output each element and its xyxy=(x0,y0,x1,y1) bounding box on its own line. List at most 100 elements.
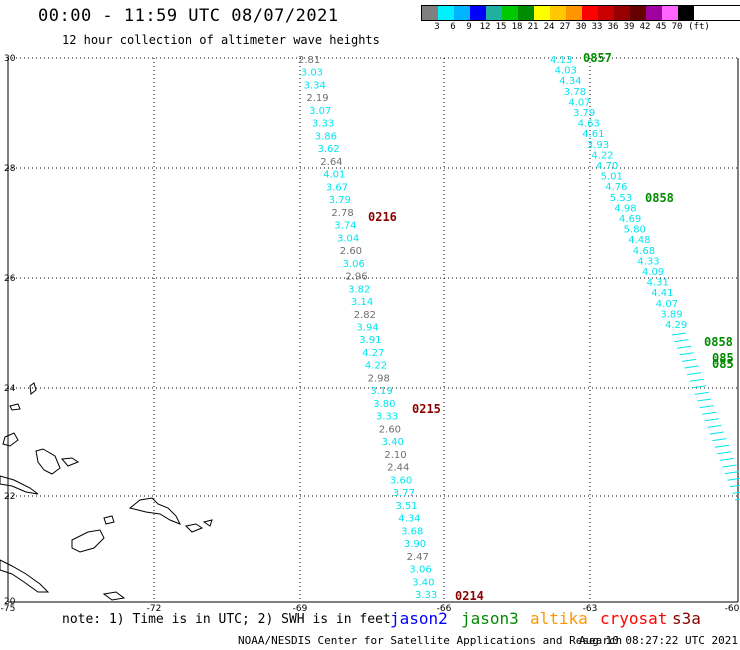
legend-swatch xyxy=(534,6,550,20)
latitude-label: 30 xyxy=(4,54,16,64)
legend-label: 30 xyxy=(575,22,587,32)
longitude-label: -63 xyxy=(583,604,598,614)
satellite-cryosat: cryosat xyxy=(600,609,668,628)
pass-time-label: 0215 xyxy=(412,402,441,416)
wave-height-value: 3.68 xyxy=(401,526,423,537)
pass-time-label: 085 xyxy=(712,357,734,371)
wave-height-mark xyxy=(709,431,724,435)
legend-label: 42 xyxy=(639,22,651,32)
altimeter-track-2: 4.134.034.343.784.073.794.634.613.934.22… xyxy=(550,55,687,331)
wave-height-value: 3.74 xyxy=(334,221,356,232)
legend-label: 45 xyxy=(655,22,667,32)
wave-height-value: 4.34 xyxy=(559,76,581,87)
wave-height-value: 2.60 xyxy=(340,246,362,257)
latitude-label: 24 xyxy=(4,384,16,394)
wave-height-value: 3.60 xyxy=(390,475,412,486)
longitude-label: -75 xyxy=(1,604,16,614)
wave-height-value: 3.06 xyxy=(409,565,431,576)
wave-height-mark xyxy=(727,477,740,481)
wave-height-value: 4.76 xyxy=(605,182,627,193)
latitude-label: 28 xyxy=(4,164,16,174)
wave-height-mark xyxy=(734,498,740,501)
wave-height-value: 4.61 xyxy=(582,129,604,140)
legend-label: 27 xyxy=(559,22,571,32)
coastline-segment xyxy=(60,457,80,467)
wave-height-value: 4.13 xyxy=(550,55,572,66)
wave-height-value: 3.07 xyxy=(309,106,331,117)
legend-label: 36 xyxy=(607,22,619,32)
wave-height-mark xyxy=(704,418,719,422)
wave-height-value: 3.82 xyxy=(348,284,370,295)
wave-height-value: 3.79 xyxy=(329,195,351,206)
wave-height-value: 3.03 xyxy=(301,68,323,79)
wave-height-mark xyxy=(707,424,722,428)
coastline-segment xyxy=(2,432,19,447)
legend-labels: 3 6 9 12 15 18 21 24 27 30 33 36 39 42 45 70 (ft) xyxy=(421,21,740,33)
satellite-altika: altika xyxy=(530,609,588,628)
coastline-segment xyxy=(184,523,204,533)
coastline-segment xyxy=(35,448,61,475)
wave-height-value: 4.27 xyxy=(362,348,384,359)
wave-height-value: 4.31 xyxy=(647,278,669,289)
wave-height-value: 2.10 xyxy=(384,450,406,461)
wave-height-value: 3.78 xyxy=(564,87,586,98)
legend-swatch xyxy=(486,6,502,20)
wave-height-value: 3.06 xyxy=(343,259,365,270)
pass-time-label: 085 xyxy=(712,351,734,365)
legend-label: 12 xyxy=(479,22,491,32)
coastline-segment xyxy=(103,515,115,525)
longitude-label: -72 xyxy=(147,604,162,614)
wave-height-value: 4.63 xyxy=(578,119,600,130)
wave-height-value: 3.89 xyxy=(660,309,682,320)
wave-height-value: 4.69 xyxy=(619,214,641,225)
wave-height-value: 3.33 xyxy=(376,412,398,423)
wave-height-value: 3.51 xyxy=(396,501,418,512)
wave-height-value: 3.86 xyxy=(315,131,337,142)
wave-height-value: 2.19 xyxy=(306,93,328,104)
wave-height-mark xyxy=(732,491,740,494)
wave-height-mark xyxy=(697,398,712,402)
legend-label: 33 xyxy=(591,22,603,32)
coastline-segment xyxy=(0,559,50,593)
wave-height-value: 4.98 xyxy=(614,203,636,214)
page-title: 00:00 - 11:59 UTC 08/07/2021 xyxy=(38,6,339,26)
color-legend: 3 6 9 12 15 18 21 24 27 30 33 36 39 42 45 70 (ft) xyxy=(421,5,740,33)
wave-height-value: 4.22 xyxy=(591,150,613,161)
coastline-segment xyxy=(202,519,213,527)
wave-height-value: 4.22 xyxy=(365,361,387,372)
wave-height-value: 2.98 xyxy=(368,373,390,384)
wave-height-value: 2.82 xyxy=(354,310,376,321)
legend-swatch xyxy=(454,6,470,20)
legend-swatch xyxy=(678,6,694,20)
coastline-segment xyxy=(9,403,21,411)
wave-height-value: 2.81 xyxy=(298,55,320,66)
map-grid xyxy=(8,57,738,602)
wave-height-value: 4.03 xyxy=(555,66,577,77)
legend-swatch xyxy=(470,6,486,20)
wave-height-value: 3.62 xyxy=(318,144,340,155)
wave-height-mark xyxy=(702,411,717,415)
wave-height-value: 3.40 xyxy=(412,577,434,588)
pass-time-label: 0214 xyxy=(455,589,484,603)
wave-height-value: 2.96 xyxy=(345,272,367,283)
legend-label: 21 xyxy=(527,22,539,32)
legend-swatch xyxy=(582,6,598,20)
legend-label: 3 xyxy=(434,22,440,32)
wave-height-mark xyxy=(676,345,692,349)
footer-note: note: 1) Time is in UTC; 2) SWH is in fe… xyxy=(62,612,391,627)
wave-height-value: 3.91 xyxy=(359,335,381,346)
wave-height-value: 3.33 xyxy=(415,590,437,601)
pass-time-label: 0858 xyxy=(645,191,674,205)
credit-line: NOAA/NESDIS Center for Satellite Applica… xyxy=(238,634,623,647)
legend-label: 6 xyxy=(450,22,456,32)
wave-height-mark xyxy=(719,457,734,461)
wave-height-mark xyxy=(722,464,737,468)
legend-swatch xyxy=(502,6,518,20)
legend-label: 9 xyxy=(466,22,472,32)
coastline-segment xyxy=(29,382,37,395)
wave-height-value: 3.67 xyxy=(326,182,348,193)
wave-height-mark xyxy=(717,451,732,455)
legend-swatch xyxy=(630,6,646,20)
map-frame xyxy=(7,58,739,603)
